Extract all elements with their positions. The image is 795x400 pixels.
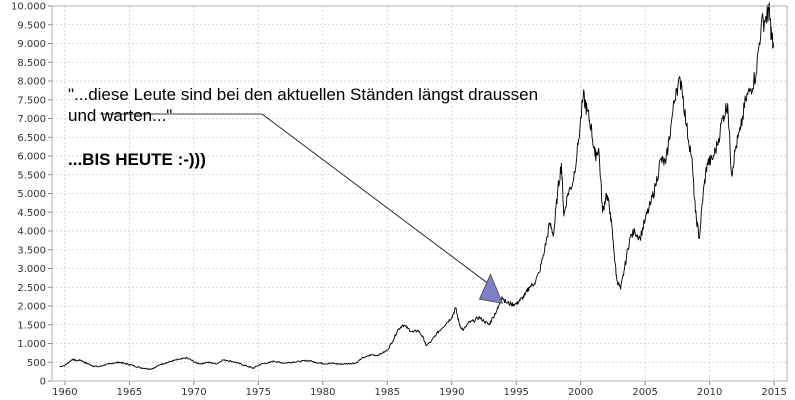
y-tick-label: 2.000 bbox=[17, 302, 46, 313]
y-tick-label: 4.000 bbox=[17, 227, 46, 238]
y-tick-label: 3.000 bbox=[17, 264, 46, 275]
x-tick-label: 1985 bbox=[375, 387, 400, 398]
y-tick-label: 6.500 bbox=[17, 133, 46, 144]
y-tick-label: 7.000 bbox=[17, 114, 46, 125]
grid bbox=[52, 5, 787, 382]
annotation-arrowhead bbox=[478, 273, 504, 304]
y-tick-label: 8.500 bbox=[17, 58, 46, 69]
y-tick-label: 4.500 bbox=[17, 208, 46, 219]
x-tick-label: 1960 bbox=[52, 387, 77, 398]
y-tick-label: 5.500 bbox=[17, 170, 46, 181]
annotation-line-2: und warten..." bbox=[68, 106, 172, 125]
y-tick-label: 5.000 bbox=[17, 189, 46, 200]
x-tick-label: 1990 bbox=[439, 387, 464, 398]
x-tick-label: 1980 bbox=[310, 387, 335, 398]
x-tick-label: 1965 bbox=[117, 387, 142, 398]
x-tick-label: 2015 bbox=[761, 387, 786, 398]
x-tick-label: 1970 bbox=[181, 387, 206, 398]
y-tick-label: 1.000 bbox=[17, 339, 46, 350]
series-line bbox=[59, 2, 774, 371]
y-tick-label: 7.500 bbox=[17, 95, 46, 106]
y-tick-label: 3.500 bbox=[17, 245, 46, 256]
x-axis: 1960 1965 1970 1975 1980 1985 1990 1995 2000 2005… bbox=[52, 381, 787, 398]
x-tick-label: 1995 bbox=[503, 387, 528, 398]
x-tick-label: 2010 bbox=[697, 387, 722, 398]
annotation-line-1: "...diese Leute sind bei den aktuellen S… bbox=[68, 85, 538, 104]
x-tick-label: 2005 bbox=[632, 387, 657, 398]
y-tick-label: 0 bbox=[40, 377, 46, 388]
y-tick-label: 10.000 bbox=[11, 2, 46, 13]
y-tick-label: 1.500 bbox=[17, 320, 46, 331]
y-tick-label: 6.000 bbox=[17, 152, 46, 163]
y-tick-label: 8.000 bbox=[17, 77, 46, 88]
annotation-line-3: ...BIS HEUTE :-))) bbox=[68, 150, 206, 169]
x-tick-label: 2000 bbox=[568, 387, 593, 398]
y-tick-label: 500 bbox=[27, 358, 46, 369]
y-tick-label: 9.500 bbox=[17, 20, 46, 31]
y-tick-label: 2.500 bbox=[17, 283, 46, 294]
plot-frame bbox=[51, 5, 788, 382]
y-axis: 0 500 1.000 1.500 2.000 2.500 3.000 3.500 4.000 4… bbox=[11, 2, 52, 388]
annotation-leader-line bbox=[100, 113, 491, 286]
x-tick-label: 1975 bbox=[246, 387, 271, 398]
y-tick-label: 9.000 bbox=[17, 39, 46, 50]
